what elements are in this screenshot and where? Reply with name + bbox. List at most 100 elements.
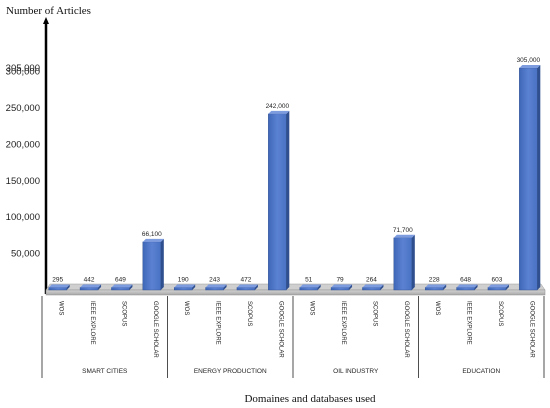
database-label: SCOPUS [120,301,126,326]
database-label: GOOGLE SCHOLAR [277,301,283,358]
x-axis-title: Domaines and databases used [244,393,376,405]
bar [173,287,193,291]
data-label: 66,100 [142,231,162,238]
bar [142,241,162,291]
bar-top [519,64,541,68]
database-label: GOOGLE SCHOLAR [403,301,409,358]
database-label: WOS [183,301,189,315]
bar [48,287,67,291]
category-axis: SMART CITIES WOS IEEE EXPLORE SCOPUS GOOGLE … [41,296,545,378]
data-label: 243 [209,277,220,284]
data-label: 242,000 [266,103,290,110]
bar [205,287,224,291]
bar [393,237,413,291]
bar-side [505,284,509,290]
bar [330,287,350,291]
database-label: WOS [309,301,315,315]
y-tick-label: 50,000 [11,249,40,260]
bar-top [425,284,447,288]
bar-top [80,284,102,288]
bar-top [487,284,509,288]
bar [424,287,444,291]
bar-side [474,284,478,290]
database-label: SCOPUS [371,301,377,326]
bar-side [380,284,384,290]
bar [519,67,538,291]
y-tick-label: 250,000 [6,103,40,114]
bar-side [537,64,541,291]
bar-top [48,284,70,288]
data-label: 228 [429,277,440,284]
bar-top [174,284,196,288]
bar-top [393,234,415,238]
floor-front [45,289,546,296]
bar [111,287,130,291]
y-axis-arrow-icon [43,17,49,24]
database-label: SCOPUS [497,301,503,326]
data-label: 472 [241,277,252,284]
bar-top [299,284,321,288]
data-label: 51 [305,277,313,284]
y-tick-label: 100,000 [6,212,40,223]
bar-side [160,238,164,290]
database-label: IEEE EXPLORE [89,301,95,345]
data-label: 603 [492,277,503,284]
domain-label: EDUCATION [462,368,500,375]
bar [236,287,256,291]
bar-top [205,284,227,288]
database-label: GOOGLE SCHOLAR [152,301,158,358]
bar-side [254,284,258,290]
database-label: SCOPUS [246,301,252,326]
data-labels: 295 442 649 66,100 190 243 472 242,000 51 79 264 71… [52,57,540,284]
database-label: GOOGLE SCHOLAR [528,301,534,358]
bar-top [456,284,478,288]
database-label: IEEE EXPLORE [340,301,346,345]
database-label: WOS [58,301,64,315]
database-label: WOS [434,301,440,315]
database-label: IEEE EXPLORE [466,301,472,345]
bar-top [142,238,164,242]
y-axis-title: Number of Articles [6,5,91,17]
bar-side [317,284,321,290]
data-label: 442 [84,277,95,284]
bar-top [362,284,384,288]
bar-side [443,284,447,290]
bar-side [223,284,227,290]
bar [268,113,287,291]
data-label: 649 [115,277,126,284]
data-label: 190 [178,277,189,284]
bar-side [98,284,102,290]
data-label: 71,700 [393,227,413,234]
y-axis: 50,000 100,000 150,000 200,000 250,000 300,00… [6,17,49,294]
bar [362,287,381,291]
database-label: IEEE EXPLORE [215,301,221,345]
data-label: 264 [366,277,377,284]
bar-top [111,284,133,288]
bar-side [66,284,70,290]
data-label: 79 [336,277,344,284]
domain-label: OIL INDUSTRY [333,368,379,375]
bar-side [349,284,353,290]
domain-label: SMART CITIES [82,368,128,375]
data-label: 648 [460,277,471,284]
bar [456,287,475,291]
data-label: 295 [52,277,63,284]
bar-side [411,234,415,290]
bar-side [286,110,290,290]
bar [299,287,318,291]
bars [48,64,541,291]
bar [79,287,99,291]
domain-label: ENERGY PRODUCTION [194,368,267,375]
data-label: 305,000 [517,57,541,64]
y-tick-label: 300,000 [6,67,40,78]
bar-side [129,284,133,290]
bar-top [331,284,353,288]
bar [487,287,507,291]
bar-top [268,110,290,114]
bar-side [192,284,196,290]
bar-top [236,284,258,288]
y-tick-label: 305,000 [6,63,40,74]
y-tick-label: 200,000 [6,139,40,150]
y-tick-label: 150,000 [6,176,40,187]
